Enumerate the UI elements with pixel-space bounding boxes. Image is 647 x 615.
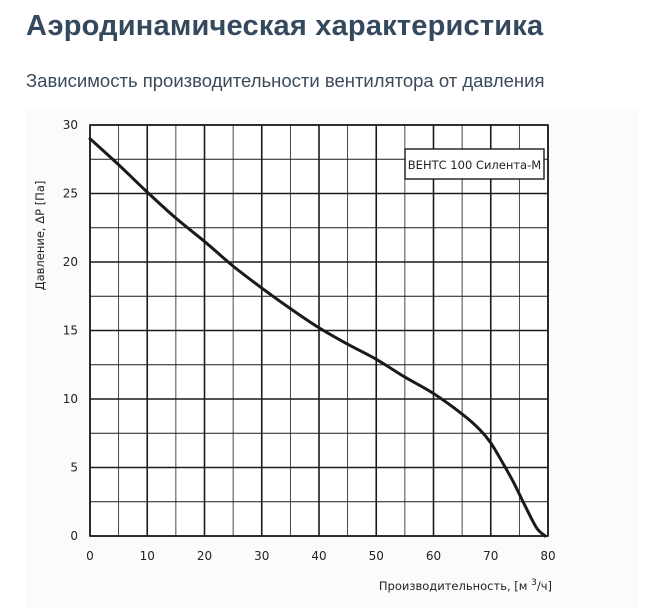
legend-label: ВЕНТС 100 Силента-М — [408, 158, 541, 172]
y-tick-label: 10 — [63, 392, 78, 406]
legend: ВЕНТС 100 Силента-М — [404, 148, 545, 180]
y-tick-label: 5 — [70, 461, 78, 475]
x-tick-label: 0 — [86, 549, 94, 563]
series-line — [88, 137, 547, 538]
x-tick-label: 10 — [140, 549, 155, 563]
grid — [89, 124, 549, 537]
page-subtitle: Зависимость производительности вентилято… — [26, 70, 545, 91]
y-tick-label: 30 — [63, 118, 78, 132]
series — [88, 137, 547, 538]
y-axis-label: Давление, ΔР [Па] — [33, 181, 47, 291]
pressure-flow-chart: 0 10 20 30 40 50 60 70 80 0 5 10 15 20 25 30 Производите… — [33, 118, 556, 593]
x-tick-label: 60 — [426, 549, 441, 563]
x-tick-label: 70 — [483, 549, 498, 563]
x-tick-label: 50 — [369, 549, 384, 563]
y-tick-label: 20 — [63, 255, 78, 269]
x-tick-label: 20 — [197, 549, 212, 563]
axes: 0 10 20 30 40 50 60 70 80 0 5 10 15 20 25 30 Производите… — [33, 118, 556, 593]
y-tick-label: 0 — [70, 529, 78, 543]
page-title: Аэродинамическая характеристика — [26, 10, 544, 42]
legend-box — [404, 148, 545, 180]
x-tick-label: 80 — [540, 549, 555, 563]
y-tick-label: 25 — [63, 187, 78, 201]
chart-container: 0 10 20 30 40 50 60 70 80 0 5 10 15 20 25 30 Производите… — [26, 108, 638, 608]
x-tick-label: 30 — [254, 549, 269, 563]
x-axis-label: Производительность, [м 3/ч] — [379, 578, 552, 593]
x-tick-label: 40 — [311, 549, 326, 563]
y-tick-label: 15 — [63, 324, 78, 338]
